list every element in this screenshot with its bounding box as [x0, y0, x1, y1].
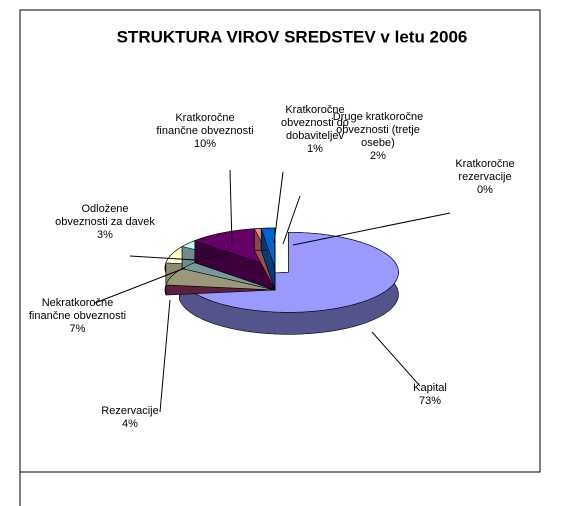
data-label-box: Rezervacije 4%: [90, 405, 170, 431]
leader-line: [129, 255, 197, 261]
data-label-box: Odložene obveznosti za davek 3%: [55, 203, 155, 242]
chart-border: [19, 9, 541, 473]
data-label-box: Kratkoročne obveznosti do dobaviteljev 1%: [265, 104, 365, 156]
pie-slice: [260, 227, 276, 291]
data-label-box: Nekratkoročne finančne obveznosti 7%: [20, 297, 135, 336]
category-label: Kratkoročne finančne obveznosti: [156, 112, 254, 137]
leader-lines: [94, 169, 451, 413]
data-label: Druge kratkoročne obveznosti (tretje ose…: [318, 111, 438, 163]
data-label-box: Druge kratkoročne obveznosti (tretje ose…: [318, 111, 438, 163]
chart-title: STRUKTURA VIROV SREDSTEV v letu 2006: [117, 27, 468, 46]
category-label: Kratkoročne obveznosti do dobaviteljev: [281, 104, 349, 142]
value-label: 1%: [307, 143, 323, 155]
leader-line: [159, 299, 171, 413]
category-label: Nekratkoročne finančne obveznosti: [28, 297, 127, 322]
value-label: 0%: [477, 184, 493, 196]
data-label-box: Kratkoročne rezervacije 0%: [435, 158, 535, 197]
leader-line: [273, 171, 284, 244]
value-label: 2%: [370, 150, 386, 162]
leader-line: [292, 212, 451, 246]
leader-line: [371, 331, 421, 387]
slice-top: [178, 232, 399, 313]
category-label: Rezervacije: [101, 405, 159, 417]
value-label: 73%: [418, 395, 442, 407]
value-label: 10%: [193, 138, 217, 150]
value-label: 7%: [69, 323, 86, 335]
slice-top: [260, 227, 276, 269]
pie: [164, 227, 399, 335]
leader-line: [282, 195, 301, 245]
category-label: Kratkoročne rezervacije: [455, 158, 515, 183]
value-label: 4%: [122, 418, 138, 430]
data-label-box: Kratkoročne finančne obveznosti 10%: [155, 112, 255, 151]
leader-line: [94, 267, 186, 304]
category-label: Odložene obveznosti za davek: [55, 203, 155, 228]
leader-line: [229, 169, 233, 246]
category-label: Druge kratkoročne obveznosti (tretje ose…: [332, 111, 424, 149]
data-label-box: Kapital 73%: [395, 382, 465, 408]
category-label: Kapital: [413, 382, 447, 394]
value-label: 3%: [97, 229, 113, 241]
